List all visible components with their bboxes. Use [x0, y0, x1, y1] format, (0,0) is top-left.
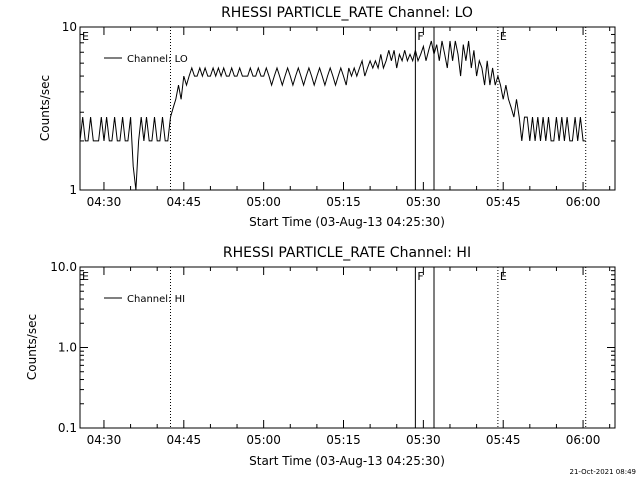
x-axis-label: Start Time (03-Aug-13 04:25:30): [249, 454, 445, 468]
lo-channel-panel: RHESSI PARTICLE_RATE Channel: LO Start T…: [38, 5, 616, 229]
plot-frame: [79, 26, 616, 191]
y-axis-label: Counts/sec: [38, 75, 52, 141]
legend: Channel: HI: [104, 294, 185, 305]
timestamp: 21-Oct-2021 08:49: [570, 468, 636, 476]
y-tick-label: 1: [69, 183, 77, 197]
legend-label: Channel: LO: [127, 54, 188, 65]
chart-title: RHESSI PARTICLE_RATE Channel: HI: [223, 245, 471, 261]
y-tick-label: 1.0: [58, 341, 77, 355]
flag-label: F: [417, 270, 423, 283]
flag-label: E: [500, 30, 507, 43]
x-tick-label: 04:30: [87, 433, 122, 447]
flag-label: F: [417, 30, 423, 43]
x-ticks: 04:30 04:45 05:00 05:15 05:30 05:45 06:00: [87, 27, 611, 209]
flag-label: E: [82, 270, 89, 283]
x-tick-label: 05:00: [246, 433, 281, 447]
y-tick-label: 0.1: [58, 421, 77, 435]
legend-label: Channel: HI: [127, 294, 185, 305]
x-tick-label: 05:30: [406, 195, 441, 209]
legend: Channel: LO: [104, 54, 188, 65]
y-axis-label: Counts/sec: [25, 314, 39, 380]
series-line: [79, 40, 586, 191]
x-tick-label: 05:45: [486, 433, 521, 447]
x-tick-label: 05:45: [486, 195, 521, 209]
x-tick-label: 04:45: [167, 433, 202, 447]
x-axis-label: Start Time (03-Aug-13 04:25:30): [249, 215, 445, 229]
x-tick-label: 06:00: [566, 195, 601, 209]
x-tick-label: 05:30: [406, 433, 441, 447]
y-tick-label: 10.0: [50, 260, 77, 274]
y-ticks: 10 1: [62, 20, 615, 197]
hi-channel-panel: RHESSI PARTICLE_RATE Channel: HI Start T…: [25, 245, 616, 468]
x-tick-label: 05:15: [326, 433, 361, 447]
flag-label: E: [500, 270, 507, 283]
y-tick-label: 10: [62, 20, 77, 34]
x-tick-label: 06:00: [566, 433, 601, 447]
x-tick-label: 05:15: [326, 195, 361, 209]
x-tick-label: 05:00: [246, 195, 281, 209]
y-ticks: 10.0 1.0 0.1: [50, 260, 615, 435]
x-tick-label: 04:45: [167, 195, 202, 209]
x-tick-label: 04:30: [87, 195, 122, 209]
flag-label: E: [82, 30, 89, 43]
series-group: [79, 40, 586, 191]
x-ticks: 04:30 04:45 05:00 05:15 05:30 05:45 06:00: [87, 267, 611, 447]
chart-title: RHESSI PARTICLE_RATE Channel: LO: [221, 5, 473, 21]
